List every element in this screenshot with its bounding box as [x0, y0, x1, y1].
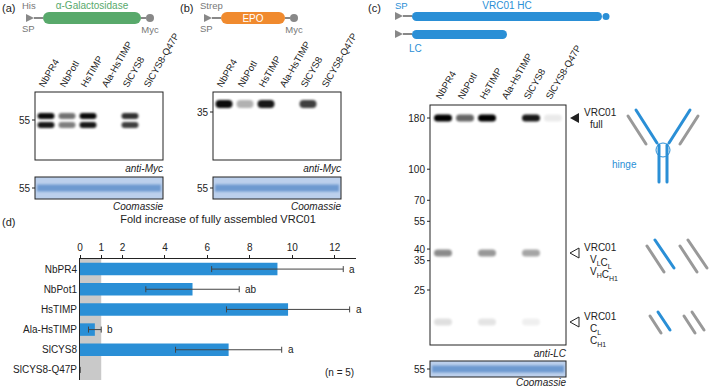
- svg-text:NbPotI: NbPotI: [235, 58, 259, 89]
- svg-text:Coomassie: Coomassie: [113, 201, 163, 212]
- svg-text:NbPR4: NbPR4: [36, 57, 61, 89]
- svg-text:40: 40: [414, 244, 426, 255]
- svg-text:CH1: CH1: [590, 335, 606, 348]
- svg-text:Ala-HsTIMP: Ala-HsTIMP: [277, 39, 312, 89]
- svg-text:12: 12: [329, 242, 341, 253]
- svg-text:55: 55: [414, 216, 426, 227]
- svg-text:SP: SP: [395, 0, 408, 11]
- svg-text:b: b: [107, 324, 113, 335]
- svg-text:a: a: [349, 264, 355, 275]
- svg-text:EPO: EPO: [242, 13, 263, 24]
- svg-text:NbPotI: NbPotI: [455, 70, 479, 101]
- svg-text:(d): (d): [2, 216, 15, 228]
- svg-text:HsTIMP: HsTIMP: [78, 54, 105, 89]
- svg-text:NbPR4: NbPR4: [45, 264, 78, 275]
- svg-text:(b): (b): [180, 2, 193, 14]
- svg-text:hinge: hinge: [612, 159, 637, 170]
- svg-text:1: 1: [98, 242, 104, 253]
- svg-text:SlCYS8: SlCYS8: [298, 55, 324, 89]
- svg-text:NbPot1: NbPot1: [44, 284, 78, 295]
- svg-text:Ala-HsTIMP: Ala-HsTIMP: [23, 324, 77, 335]
- svg-text:(c): (c): [368, 2, 381, 14]
- svg-text:Coomassie: Coomassie: [516, 377, 566, 388]
- svg-text:HsTIMP: HsTIMP: [477, 66, 504, 101]
- svg-text:LC: LC: [409, 43, 422, 54]
- svg-text:Coomassie: Coomassie: [291, 201, 341, 212]
- svg-text:8: 8: [247, 242, 253, 253]
- svg-text:(a): (a): [2, 2, 15, 14]
- svg-text:Fold increase of fully assembl: Fold increase of fully assembled VRC01: [120, 213, 316, 225]
- svg-text:2: 2: [120, 242, 126, 253]
- svg-text:NbPotI: NbPotI: [57, 58, 81, 89]
- svg-text:anti-Myc: anti-Myc: [303, 163, 341, 174]
- svg-text:SlCYS8-Q47P: SlCYS8-Q47P: [319, 31, 359, 89]
- svg-text:anti-Myc: anti-Myc: [125, 163, 163, 174]
- svg-text:SlCYS8: SlCYS8: [120, 55, 146, 89]
- svg-text:Myc: Myc: [141, 24, 159, 35]
- svg-text:(n = 5): (n = 5): [325, 367, 354, 378]
- svg-text:25: 25: [414, 285, 426, 296]
- svg-text:35: 35: [414, 255, 426, 266]
- svg-text:HsTIMP: HsTIMP: [41, 304, 77, 315]
- svg-text:70: 70: [414, 195, 426, 206]
- svg-text:HsTIMP: HsTIMP: [256, 54, 283, 89]
- svg-text:100: 100: [408, 164, 425, 175]
- svg-text:NbPR4: NbPR4: [433, 69, 458, 101]
- svg-text:Ala-HsTIMP: Ala-HsTIMP: [499, 51, 534, 101]
- svg-text:NbPR4: NbPR4: [214, 57, 239, 89]
- svg-text:55: 55: [19, 115, 31, 126]
- svg-text:SlCYS8-Q47P: SlCYS8-Q47P: [543, 43, 583, 101]
- svg-text:VRC01: VRC01: [584, 107, 617, 118]
- svg-text:10: 10: [287, 242, 299, 253]
- svg-text:α-Galactosidase: α-Galactosidase: [56, 0, 129, 11]
- svg-text:Strep: Strep: [200, 0, 223, 11]
- svg-text:full: full: [590, 119, 603, 130]
- svg-text:SP: SP: [22, 23, 35, 34]
- svg-text:55: 55: [19, 183, 31, 194]
- svg-text:55: 55: [414, 364, 426, 375]
- svg-text:SlCYS8-Q47P: SlCYS8-Q47P: [141, 31, 181, 89]
- svg-text:35: 35: [197, 107, 209, 118]
- svg-text:SlCYS8-Q47P: SlCYS8-Q47P: [13, 364, 77, 375]
- svg-text:VHCH1: VHCH1: [590, 266, 618, 282]
- svg-text:VRC01 HC: VRC01 HC: [482, 0, 531, 11]
- svg-text:VLCL: VLCL: [590, 254, 612, 270]
- svg-text:a: a: [288, 344, 294, 355]
- svg-text:CL: CL: [590, 323, 601, 336]
- svg-text:0: 0: [77, 242, 83, 253]
- svg-text:a: a: [356, 304, 362, 315]
- svg-text:VRC01: VRC01: [584, 311, 617, 322]
- svg-text:SlCYS8: SlCYS8: [42, 344, 77, 355]
- svg-text:SlCYS8: SlCYS8: [521, 67, 547, 101]
- svg-text:6: 6: [205, 242, 211, 253]
- svg-text:ab: ab: [245, 284, 257, 295]
- svg-text:Myc: Myc: [285, 24, 303, 35]
- svg-text:55: 55: [197, 183, 209, 194]
- svg-text:180: 180: [408, 113, 425, 124]
- svg-text:His: His: [22, 0, 36, 11]
- svg-text:SP: SP: [200, 23, 213, 34]
- svg-text:Ala-HsTIMP: Ala-HsTIMP: [99, 39, 134, 89]
- svg-text:4: 4: [162, 242, 168, 253]
- svg-text:VRC01: VRC01: [584, 242, 617, 253]
- svg-text:anti-LC: anti-LC: [534, 348, 567, 359]
